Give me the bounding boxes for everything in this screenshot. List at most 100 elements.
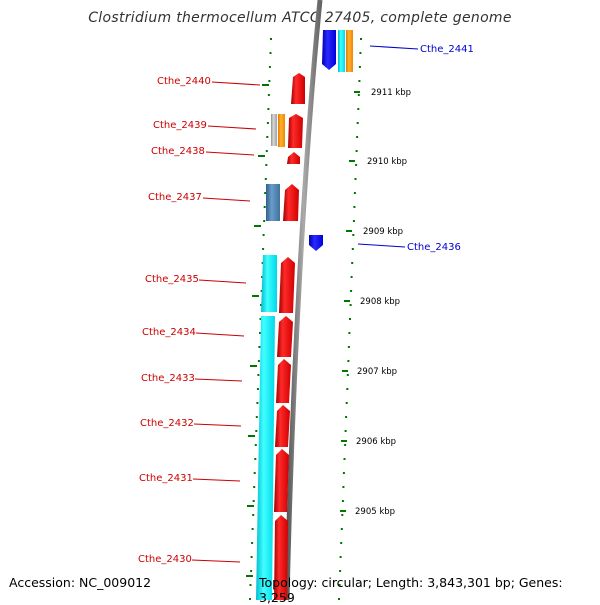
tick-dot xyxy=(254,444,257,446)
tick-dot xyxy=(348,332,351,334)
tick-dot xyxy=(341,500,344,502)
kbp-label: 2908 kbp xyxy=(360,297,400,307)
connector-cthe-2431 xyxy=(192,478,241,482)
tick-dot xyxy=(260,304,262,306)
tick-dot xyxy=(270,38,272,40)
tick-dot xyxy=(255,430,258,432)
tick-dot xyxy=(263,206,266,208)
tick-dot xyxy=(268,80,271,82)
gene-labels: Cthe_2440 Cthe_2439 Cthe_2438 Cthe_2437 … xyxy=(138,44,474,565)
tick-dot xyxy=(356,122,359,124)
tick-dot xyxy=(350,290,353,292)
gene-label: Cthe_2436 xyxy=(407,242,461,253)
tick-dot xyxy=(256,388,259,390)
gene-label: Cthe_2430 xyxy=(138,554,192,565)
gene-arrow-cthe-2431 xyxy=(274,449,289,512)
accession-text: Accession: NC_009012 xyxy=(9,575,152,590)
left-tick-marks xyxy=(246,84,269,577)
tick-dot xyxy=(257,374,260,376)
tick-dot xyxy=(346,388,349,390)
tick-dot xyxy=(249,598,251,600)
tick-dot xyxy=(358,80,361,82)
gene-label: Cthe_2434 xyxy=(142,327,196,338)
gene-label: Cthe_2440 xyxy=(157,76,211,87)
feature-steel-block xyxy=(266,184,280,221)
tick-dot xyxy=(351,248,354,250)
tick-dot xyxy=(267,94,270,96)
label-connectors xyxy=(191,45,419,563)
tick-dot xyxy=(251,542,254,544)
gene-label: Cthe_2435 xyxy=(145,274,199,285)
tick-dot xyxy=(351,262,354,264)
genome-backbone xyxy=(284,0,323,600)
tick-dot xyxy=(259,332,261,334)
tick-dot xyxy=(250,570,253,572)
tick-dot xyxy=(344,430,347,432)
connector-cthe-2437 xyxy=(202,197,251,202)
feature-cyan-block xyxy=(256,316,275,600)
tick-dot xyxy=(253,472,256,474)
tick-dot xyxy=(347,346,350,348)
kbp-label: 2906 kbp xyxy=(356,437,396,447)
tick-dot xyxy=(259,318,262,320)
gene-arrow-cthe-2430 xyxy=(274,515,288,600)
tick-dot xyxy=(355,150,358,152)
gene-label: Cthe_2439 xyxy=(153,120,207,131)
tick-dot xyxy=(253,486,256,488)
tick-dot xyxy=(258,346,261,348)
tick-dot xyxy=(341,514,344,516)
gene-arrow-cthe-2438 xyxy=(287,152,300,164)
tick-dot xyxy=(342,486,345,488)
tick-dot xyxy=(356,136,359,138)
genome-summary-text: Topology: circular; Length: 3,843,301 bp… xyxy=(259,575,563,605)
tick-dot xyxy=(256,402,259,404)
connector-cthe-2432 xyxy=(193,423,242,427)
gene-arrow-cthe-2435 xyxy=(279,257,295,313)
connector-cthe-2438 xyxy=(205,151,255,156)
tick-dot xyxy=(344,444,347,446)
gene-label: Cthe_2441 xyxy=(420,44,474,55)
tick-dot xyxy=(267,108,270,110)
tick-dot xyxy=(349,304,352,306)
tick-dot xyxy=(262,234,265,236)
tick-dot xyxy=(345,416,348,418)
tick-dot xyxy=(269,52,272,54)
tick-dot xyxy=(249,584,252,586)
tick-dot xyxy=(265,150,268,152)
tick-dot xyxy=(342,472,345,474)
tick-dot xyxy=(257,360,260,362)
gene-arrow-cthe-2439 xyxy=(288,114,303,148)
tick-dot xyxy=(338,598,340,600)
tick-dot xyxy=(266,136,269,138)
feature-track-left xyxy=(256,114,285,600)
gene-arrow-cthe-2437 xyxy=(283,184,299,221)
tick-dot xyxy=(340,542,343,544)
kbp-label: 2907 kbp xyxy=(357,367,397,377)
tick-dot xyxy=(338,584,341,586)
tick-dot xyxy=(346,374,349,376)
connector-cthe-2435 xyxy=(198,279,247,284)
tick-dot xyxy=(251,528,254,530)
tick-dot xyxy=(268,66,271,68)
tick-dot xyxy=(339,556,342,558)
tick-dots xyxy=(249,38,362,600)
kbp-label: 2910 kbp xyxy=(367,157,407,167)
tick-dot xyxy=(349,318,351,320)
tick-dot xyxy=(255,416,258,418)
forward-genes xyxy=(274,73,305,600)
gene-label: Cthe_2431 xyxy=(139,473,193,484)
connector-cthe-2430 xyxy=(191,559,241,563)
feature-orange-block xyxy=(278,114,285,147)
connector-cthe-2434 xyxy=(195,332,245,337)
tick-dot xyxy=(357,94,360,96)
tick-dot xyxy=(265,164,268,166)
tick-dot xyxy=(261,262,264,264)
gene-arrow-cthe-2432 xyxy=(275,405,290,447)
tick-dot xyxy=(359,52,362,54)
tick-dot xyxy=(360,38,362,40)
tick-dot xyxy=(264,192,267,194)
feature-cyan-block xyxy=(261,255,277,312)
tick-dot xyxy=(358,66,361,68)
tick-dot xyxy=(350,276,353,278)
